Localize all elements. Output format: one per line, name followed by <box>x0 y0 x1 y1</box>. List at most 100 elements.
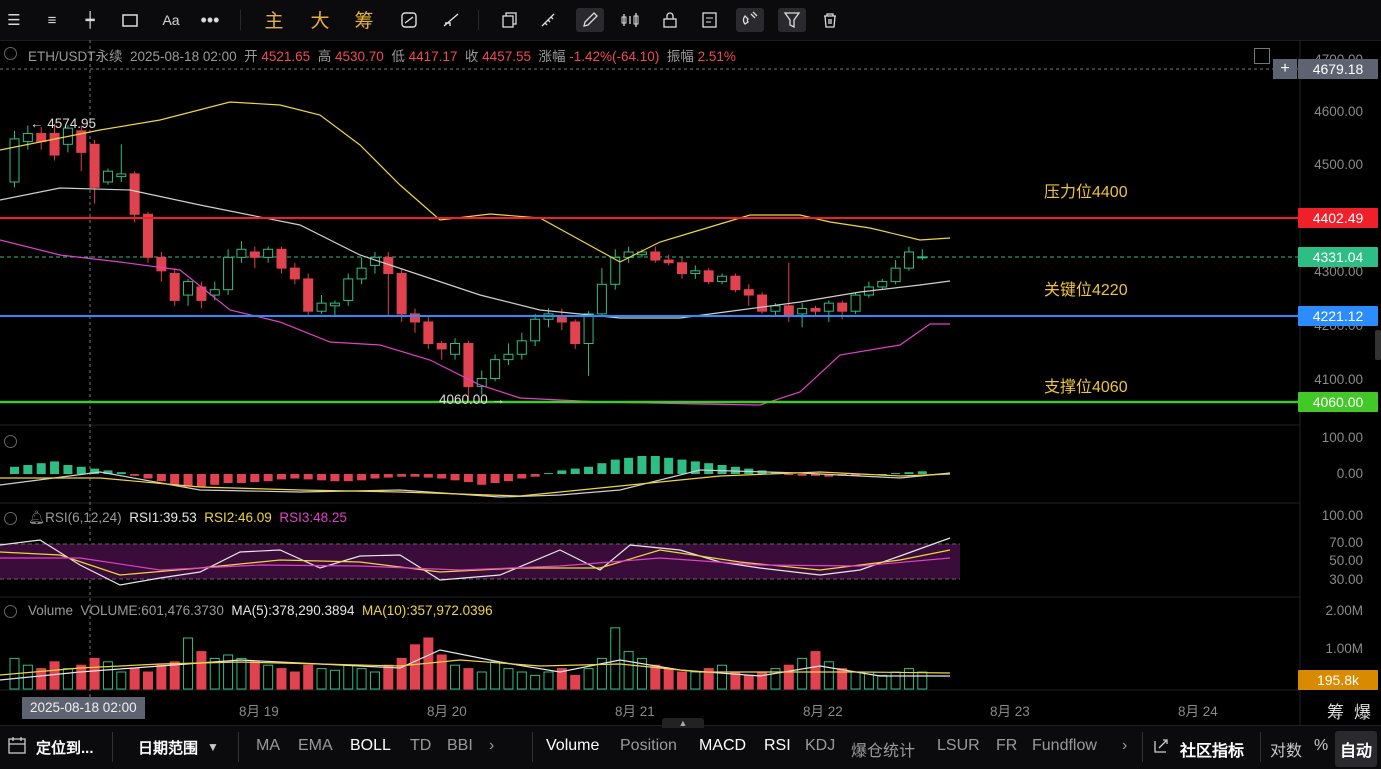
copy-icon[interactable] <box>500 8 520 32</box>
sub-ind-liquidation[interactable]: 爆仓统计 <box>851 743 916 760</box>
main-ind-boll[interactable]: BOLL <box>350 737 391 754</box>
volume-ma5: MA(5):378,290.3894 <box>231 603 355 618</box>
amp-value: 2.51% <box>697 49 736 64</box>
bell-icon[interactable]: 🔔︎ <box>28 510 46 525</box>
log-scale-toggle[interactable]: 对数 <box>1270 743 1303 760</box>
refresh-icon[interactable] <box>398 8 420 32</box>
key-level-label: 关键位4220 <box>1044 282 1128 299</box>
time-tick: 8月 22 <box>803 704 843 719</box>
ruler-icon[interactable] <box>538 8 558 32</box>
sub-ind-macd[interactable]: MACD <box>699 737 747 754</box>
rsi-toggle-icon[interactable] <box>4 512 17 525</box>
current-price-tag: 4331.04 <box>1298 247 1378 267</box>
main-ind-td[interactable]: TD <box>410 737 432 754</box>
date-range-button[interactable]: 日期范围 <box>138 740 199 757</box>
time-tick: 8月 19 <box>239 704 279 719</box>
volume-tick: 2.00M <box>1325 603 1363 618</box>
volume-value: VOLUME:601,476.3730 <box>80 603 224 618</box>
community-indicators-button[interactable]: 社区指标 <box>1180 743 1245 760</box>
sub-ind-lsur[interactable]: LSUR <box>937 737 980 754</box>
low-value: 4417.17 <box>408 49 458 64</box>
auto-scale-toggle[interactable]: 自动 <box>1335 731 1378 767</box>
support-price-tag: 4060.00 <box>1298 392 1378 412</box>
close-value: 4457.55 <box>482 49 531 64</box>
main-ind-ma[interactable]: MA <box>256 737 280 754</box>
sub-ind-position[interactable]: Position <box>620 737 677 754</box>
rsi-title: RSI(6,12,24) <box>45 510 122 525</box>
volume-tick: 1.00M <box>1325 641 1363 656</box>
price-tick: 4300.00 <box>1314 264 1363 279</box>
rectangle-icon[interactable] <box>120 8 140 32</box>
rsi-tick: 100.00 <box>1321 508 1363 523</box>
indicator-icon[interactable] <box>620 8 642 32</box>
drawing-toolbar: ☰ ≡ ┿ Aa ••• 主 大 筹 <box>0 0 1381 41</box>
percent-scale-toggle[interactable]: % <box>1314 737 1329 754</box>
note-icon[interactable] <box>700 8 720 32</box>
add-alert-icon[interactable]: + <box>1273 59 1297 79</box>
close-label: 收 <box>464 49 479 64</box>
community-icon[interactable] <box>1153 738 1169 759</box>
measure-icon[interactable] <box>440 8 462 32</box>
filter-icon[interactable] <box>778 8 806 32</box>
volume-ma10: MA(10):357,972.0396 <box>362 603 493 618</box>
volume-title: Volume <box>28 603 74 618</box>
rsi-tick: 70.00 <box>1329 535 1363 550</box>
rsi-tick: 50.00 <box>1329 553 1363 568</box>
locate-icon[interactable] <box>8 736 26 759</box>
main-chip[interactable]: 主 <box>264 10 284 32</box>
sub-ind-kdj[interactable]: KDJ <box>805 737 836 754</box>
price-tick: 4100.00 <box>1314 372 1363 387</box>
resistance-price-tag: 4402.49 <box>1298 208 1378 228</box>
volume-toggle-icon[interactable] <box>4 605 17 618</box>
datetime: 2025-08-18 02:00 <box>130 49 237 64</box>
high-label: 高 <box>317 49 332 64</box>
ohlc-legend: ETH/USDT永续 2025-08-18 02:00 开 4521.65 高 … <box>28 45 736 65</box>
chevron-right-icon[interactable]: › <box>489 737 495 754</box>
open-value: 4521.65 <box>261 49 311 64</box>
more-icon[interactable]: ••• <box>200 9 220 30</box>
change-value: -1.42%(-64.10) <box>569 49 660 64</box>
side-panel-handle[interactable] <box>1375 330 1381 360</box>
sub-ind-rsi[interactable]: RSI <box>764 737 791 754</box>
time-tick: 8月 24 <box>1178 704 1218 719</box>
rsi-legend: 🔔︎RSI(6,12,24) RSI1:39.53 RSI2:46.09 RSI… <box>28 510 347 526</box>
macd-toggle-icon[interactable] <box>4 435 17 448</box>
pen-icon[interactable] <box>576 8 604 32</box>
big-chip[interactable]: 大 <box>310 10 330 32</box>
text-tool-icon[interactable]: Aa <box>162 12 180 28</box>
magnet-icon[interactable] <box>736 8 764 32</box>
main-chart-toggle-icon[interactable] <box>4 47 17 60</box>
collapse-handle-icon[interactable]: ▲ <box>662 718 704 728</box>
locate-button[interactable]: 定位到... <box>36 740 94 757</box>
menu-icon[interactable]: ☰ <box>7 12 21 29</box>
list-icon[interactable]: ≡ <box>47 11 57 29</box>
amp-label: 振幅 <box>666 49 694 64</box>
lock-icon[interactable] <box>660 8 680 32</box>
volume-legend: Volume VOLUME:601,476.3730 MA(5):378,290… <box>28 603 493 618</box>
rsi-tick: 30.00 <box>1329 572 1363 587</box>
high-marker: ← 4574.95 <box>30 116 97 131</box>
chip-chip[interactable]: 筹 <box>354 10 374 32</box>
time-tick: 8月 23 <box>990 704 1030 719</box>
horizontal-line-icon[interactable]: ┿ <box>85 12 95 29</box>
chevron-right-icon[interactable]: › <box>1122 737 1128 754</box>
sub-ind-fundflow[interactable]: Fundflow <box>1032 737 1097 754</box>
main-ind-ema[interactable]: EMA <box>298 737 333 754</box>
chip-toggle[interactable]: 筹 <box>1327 703 1344 722</box>
symbol: ETH/USDT永续 <box>28 49 123 64</box>
liquidation-toggle[interactable]: 爆 <box>1354 703 1371 722</box>
rsi1-value: RSI1:39.53 <box>129 510 197 525</box>
chart-canvas[interactable] <box>0 40 1381 725</box>
crosshair-price-tag: 4679.18 <box>1298 59 1378 79</box>
change-label: 涨幅 <box>538 49 566 64</box>
key-price-tag: 4221.12 <box>1298 306 1378 326</box>
rsi2-value: RSI2:46.09 <box>204 510 272 525</box>
sub-ind-fr[interactable]: FR <box>996 737 1018 754</box>
sub-ind-volume[interactable]: Volume <box>546 737 600 754</box>
fullscreen-icon[interactable] <box>1254 48 1270 64</box>
chevron-down-icon[interactable]: ▼ <box>207 740 219 754</box>
price-tick: 4500.00 <box>1314 157 1363 172</box>
trash-icon[interactable] <box>820 8 840 32</box>
time-tick: 8月 20 <box>427 704 467 719</box>
main-ind-bbi[interactable]: BBI <box>447 737 473 754</box>
